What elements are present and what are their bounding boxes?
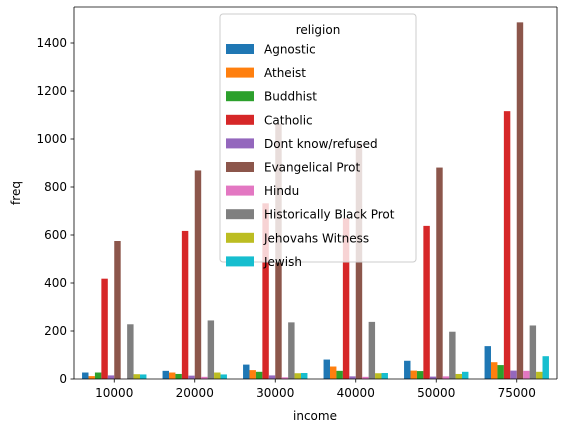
bar-dont-know-refused-50000 [429, 376, 437, 379]
legend-label-historically-black-prot: Historically Black Prot [264, 208, 395, 222]
y-tick-label-1000: 1000 [36, 132, 67, 146]
legend-swatch-historically-black-prot [226, 209, 254, 220]
y-tick-label-0: 0 [59, 372, 67, 386]
bar-agnostic-50000 [404, 360, 411, 379]
bar-catholic-40000 [342, 218, 350, 379]
bar-historically-black-prot-20000 [207, 320, 215, 379]
legend-frame [219, 13, 417, 263]
legend-swatch-atheist [226, 67, 254, 78]
bar-dont-know-refused-75000 [510, 370, 517, 379]
bar-buddhist-30000 [255, 371, 263, 379]
bar-evangelical-prot-75000 [516, 22, 524, 380]
bar-buddhist-40000 [336, 370, 343, 379]
bar-jewish-30000 [301, 373, 308, 379]
legend: religion Agnostic Atheist Buddhist Catholic… [219, 13, 417, 269]
y-axis-title: freq [9, 181, 23, 205]
bar-evangelical-prot-10000 [114, 241, 121, 379]
bar-historically-black-prot-10000 [127, 324, 134, 379]
bar-atheist-50000 [410, 370, 417, 379]
legend-label-jehovahs-witness: Jehovahs Witness [263, 231, 369, 245]
bar-agnostic-20000 [162, 370, 169, 379]
x-tick-label-10000: 10000 [95, 386, 133, 400]
bar-hindu-30000 [281, 377, 289, 379]
legend-label-hindu: Hindu [264, 184, 299, 198]
bar-agnostic-10000 [82, 372, 89, 379]
legend-label-jewish: Jewish [263, 255, 302, 269]
bar-jewish-10000 [140, 374, 147, 379]
bar-atheist-20000 [168, 372, 176, 379]
bar-evangelical-prot-50000 [436, 167, 443, 379]
legend-items: Agnostic Atheist Buddhist Catholic Dont know… [226, 43, 395, 269]
bar-atheist-30000 [249, 370, 256, 379]
bar-dont-know-refused-30000 [268, 375, 276, 379]
y-tick-label-1400: 1400 [36, 36, 67, 50]
legend-label-buddhist: Buddhist [264, 90, 317, 104]
bar-agnostic-75000 [484, 346, 491, 379]
bar-historically-black-prot-30000 [288, 322, 295, 379]
bar-agnostic-30000 [243, 364, 250, 379]
bar-buddhist-50000 [416, 371, 424, 379]
bar-jehovahs-witness-20000 [214, 372, 221, 379]
bar-jehovahs-witness-40000 [375, 373, 382, 379]
y-tick-label-200: 200 [44, 324, 67, 338]
bar-jewish-20000 [220, 374, 227, 379]
bar-catholic-75000 [503, 111, 511, 379]
x-tick-label-20000: 20000 [176, 386, 214, 400]
bar-jehovahs-witness-50000 [455, 373, 463, 379]
bar-jewish-50000 [462, 371, 469, 379]
legend-label-dont-know-refused: Dont know/refused [264, 137, 378, 151]
bar-catholic-20000 [181, 230, 189, 379]
bar-dont-know-refused-10000 [107, 375, 115, 379]
bar-catholic-10000 [101, 278, 108, 379]
bar-jewish-75000 [542, 356, 549, 379]
legend-swatch-hindu [226, 185, 254, 196]
bar-atheist-75000 [490, 362, 498, 379]
bar-buddhist-20000 [175, 373, 182, 379]
bar-atheist-40000 [329, 366, 337, 379]
x-tick-label-50000: 50000 [417, 386, 455, 400]
bar-jehovahs-witness-10000 [133, 374, 141, 379]
legend-swatch-catholic [226, 114, 254, 125]
x-axis-title: income [293, 409, 337, 423]
bar-agnostic-40000 [323, 359, 330, 379]
bar-historically-black-prot-50000 [449, 331, 456, 379]
legend-swatch-jehovahs-witness [226, 232, 254, 243]
legend-label-agnostic: Agnostic [264, 43, 316, 57]
legend-swatch-agnostic [226, 44, 254, 54]
bar-hindu-75000 [523, 370, 530, 379]
bar-dont-know-refused-40000 [349, 376, 356, 379]
x-tick-label-75000: 75000 [498, 386, 536, 400]
bar-buddhist-10000 [94, 372, 102, 379]
legend-swatch-evangelical-prot [226, 162, 254, 172]
bar-evangelical-prot-20000 [194, 170, 202, 379]
y-tick-label-800: 800 [44, 180, 67, 194]
axes-group: 0 200 400 600 800 1000 1200 1400 10000 20000 30000… [36, 6, 558, 400]
bar-historically-black-prot-40000 [368, 321, 376, 379]
bar-hindu-40000 [362, 376, 369, 379]
x-tick-label-30000: 30000 [256, 386, 294, 400]
legend-label-catholic: Catholic [264, 113, 313, 127]
bar-buddhist-75000 [497, 365, 504, 379]
y-tick-label-400: 400 [44, 276, 67, 290]
bar-jehovahs-witness-75000 [536, 371, 543, 379]
y-tick-label-600: 600 [44, 228, 67, 242]
bar-historically-black-prot-75000 [529, 325, 537, 379]
bar-catholic-50000 [423, 225, 430, 379]
x-tick-label-40000: 40000 [337, 386, 375, 400]
legend-swatch-dont-know-refused [226, 138, 254, 149]
legend-label-evangelical-prot: Evangelical Prot [264, 161, 360, 175]
legend-swatch-jewish [226, 256, 254, 267]
legend-swatch-buddhist [226, 91, 254, 102]
bar-catholic-30000 [262, 203, 269, 379]
bar-atheist-10000 [88, 376, 95, 379]
bar-hindu-50000 [442, 376, 450, 379]
bar-dont-know-refused-20000 [188, 375, 195, 379]
legend-title: religion [296, 23, 341, 37]
bar-jehovahs-witness-30000 [294, 373, 302, 379]
bar-jewish-40000 [381, 373, 388, 379]
legend-label-atheist: Atheist [264, 66, 306, 80]
bar-hindu-20000 [201, 376, 208, 379]
y-tick-label-1200: 1200 [36, 84, 67, 98]
